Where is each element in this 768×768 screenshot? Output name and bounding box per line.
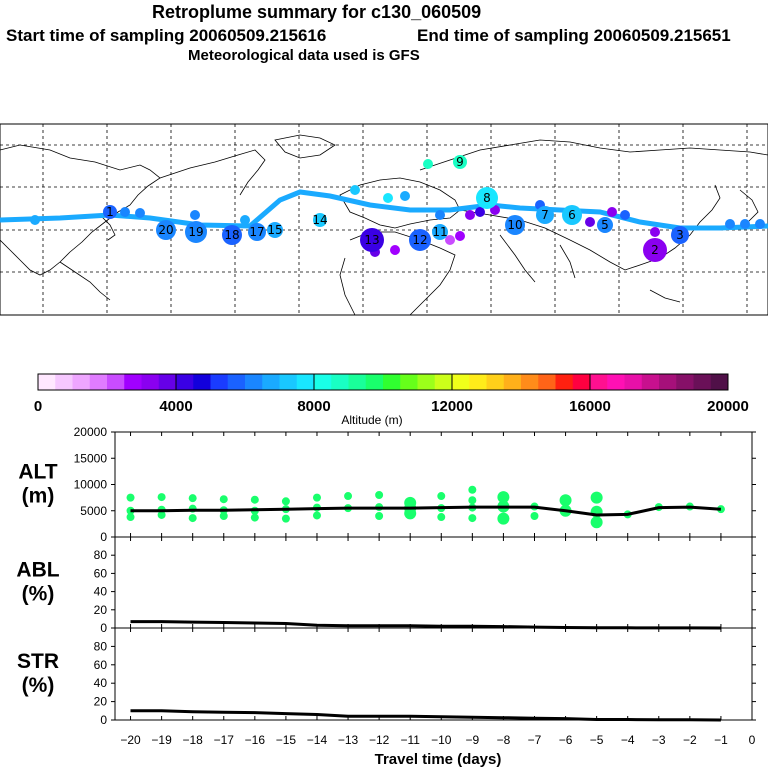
plume-marker: 6: [562, 205, 582, 225]
plume-marker-label: 8: [483, 191, 491, 205]
plume-dot: [455, 231, 465, 241]
plume-marker: 8: [476, 187, 498, 209]
plume-dot: [390, 245, 400, 255]
plume-dot: [607, 207, 617, 217]
plume-marker: 7: [536, 206, 554, 224]
plume-dot: [120, 207, 130, 217]
plume-marker-dot: [313, 213, 327, 227]
plume-marker-dot: [505, 215, 525, 235]
plume-marker-label: 2: [651, 243, 659, 257]
plume-marker: 19: [185, 221, 207, 243]
plume-marker-dot: [643, 238, 667, 262]
plume-marker-label: 20: [158, 223, 173, 237]
plume-marker-dot: [476, 187, 498, 209]
plume-marker-label: 11: [432, 225, 447, 239]
plume-marker-label: 18: [224, 228, 239, 242]
plume-marker-label: 7: [541, 208, 549, 222]
plume-marker-dot: [103, 205, 117, 219]
end-time-label: End time of sampling 20060509.215651: [417, 26, 731, 45]
plume-marker-label: 15: [267, 223, 282, 237]
plume-marker-dot: [536, 206, 554, 224]
plume-marker-dot: [267, 222, 283, 238]
plume-marker-label: 17: [249, 225, 264, 239]
plume-marker: 1: [103, 205, 117, 219]
plume-marker: 9: [453, 155, 467, 169]
plume-marker-label: 14: [312, 213, 327, 227]
chart-title: Retroplume summary for c130_060509: [152, 2, 482, 22]
plume-marker-dot: [360, 228, 384, 252]
plume-dot: [383, 193, 393, 203]
plume-marker-label: 5: [601, 218, 609, 232]
plume-marker-label: 1: [106, 205, 114, 219]
plume-marker-dot: [432, 224, 448, 240]
plume-marker: 11: [432, 224, 448, 240]
plume-dot: [400, 191, 410, 201]
plume-marker-dot: [156, 220, 176, 240]
plume-marker-label: 19: [188, 225, 203, 239]
plume-dot: [725, 219, 735, 229]
plume-marker-label: 10: [507, 218, 522, 232]
plume-dot: [650, 227, 660, 237]
plume-dot: [585, 217, 595, 227]
plume-marker-dot: [222, 225, 242, 245]
plume-marker-dot: [453, 155, 467, 169]
plume-marker-dot: [409, 229, 431, 251]
plume-marker-label: 6: [568, 208, 576, 222]
plume-dot: [135, 208, 145, 218]
plume-dot: [465, 210, 475, 220]
plume-marker: 17: [248, 223, 266, 241]
plume-marker: 14: [312, 213, 328, 227]
plume-marker: 2: [643, 238, 667, 262]
plume-marker-dot: [248, 223, 266, 241]
plume-dot: [423, 159, 433, 169]
plume-dot: [350, 185, 360, 195]
plume-marker: 18: [222, 225, 242, 245]
plume-dot: [755, 219, 765, 229]
plume-marker-label: 13: [364, 233, 379, 247]
plume-marker-dot: [671, 226, 689, 244]
plume-dot: [30, 215, 40, 225]
plume-dot: [445, 235, 455, 245]
start-time-label: Start time of sampling 20060509.215616: [6, 26, 327, 45]
plume-marker: 12: [409, 229, 431, 251]
plume-marker-dot: [597, 217, 613, 233]
plume-dot: [475, 207, 485, 217]
plume-dot: [740, 219, 750, 229]
plume-marker: 5: [597, 217, 613, 233]
plume-marker-dot: [185, 221, 207, 243]
plume-marker-label: 9: [456, 155, 464, 169]
plume-dot: [620, 210, 630, 220]
plume-marker-label: 3: [676, 228, 684, 242]
plume-marker: 15: [267, 222, 283, 238]
plume-marker-label: 12: [412, 233, 427, 247]
plume-dot: [190, 210, 200, 220]
plume-dot: [435, 210, 445, 220]
plume-marker: 10: [505, 215, 525, 235]
plume-marker-dot: [562, 205, 582, 225]
plume-marker: 3: [671, 226, 689, 244]
plume-dot: [240, 215, 250, 225]
plume-marker: 13: [360, 228, 384, 252]
plume-marker: 20: [156, 220, 176, 240]
met-data-label: Meteorological data used is GFS: [188, 47, 420, 64]
